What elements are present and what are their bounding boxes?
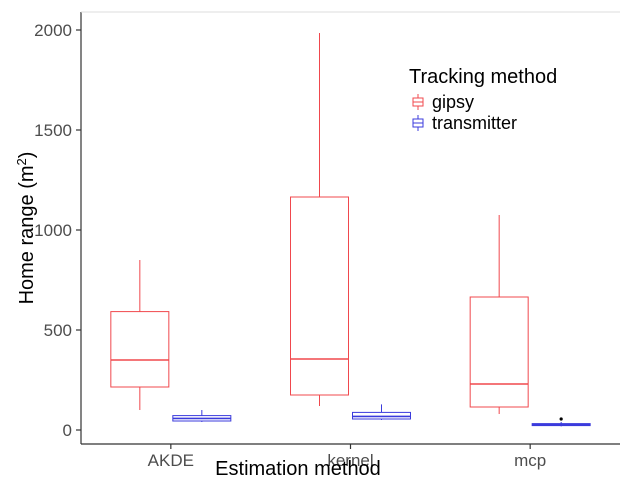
legend-item-gipsy: gipsy — [412, 92, 474, 112]
y-ticks: 0 500 1000 1500 2000 — [34, 21, 81, 440]
box-gipsy-kernel — [290, 33, 349, 406]
x-tick-label-akde: AKDE — [148, 451, 194, 470]
legend-item-transmitter: transmitter — [412, 113, 517, 133]
box-transmitter-mcp — [531, 417, 591, 427]
x-tick-label-kernel: kernel — [327, 451, 373, 470]
legend-title: Tracking method — [409, 66, 557, 88]
y-axis-title-suffix: ) — [16, 152, 38, 159]
y-tick-label: 2000 — [34, 21, 72, 40]
box-iqr — [110, 311, 170, 388]
x-ticks: AKDE kernel mcp — [148, 444, 546, 470]
box-iqr — [469, 296, 529, 408]
legend-label-gipsy: gipsy — [432, 92, 474, 112]
y-axis-title-main: Home range (m — [16, 165, 38, 304]
y-axis-title: Home range (m2) — [14, 152, 39, 305]
x-axis-title: Estimation method — [215, 458, 381, 480]
box-gipsy-mcp — [469, 215, 529, 414]
y-tick-label: 500 — [44, 321, 72, 340]
box-transmitter-akde — [172, 410, 232, 422]
y-tick-label: 1000 — [34, 221, 72, 240]
box-iqr — [290, 196, 349, 396]
y-tick-label: 1500 — [34, 121, 72, 140]
box-gipsy-akde — [110, 260, 170, 410]
y-axis-title-superscript: 2 — [14, 158, 29, 165]
boxes — [110, 33, 591, 427]
legend-label-transmitter: transmitter — [432, 113, 517, 133]
y-tick-label: 0 — [63, 421, 72, 440]
box-transmitter-kernel — [352, 404, 411, 420]
x-tick-label-mcp: mcp — [514, 451, 546, 470]
outlier-point — [559, 417, 563, 421]
